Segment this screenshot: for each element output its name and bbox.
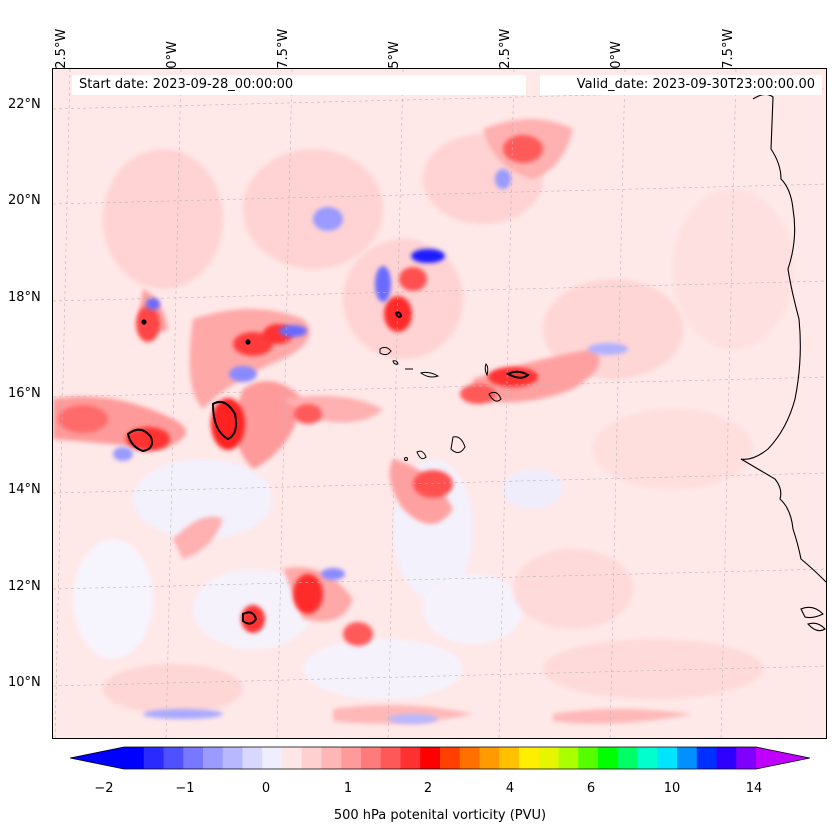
colorbar-swatch (716, 747, 737, 769)
colorbar (70, 746, 810, 770)
cb-tick-4: 4 (505, 781, 515, 796)
colorbar-outline (70, 746, 810, 770)
lat-label-18n: 18°N (8, 290, 41, 305)
colorbar-extend-min (70, 747, 124, 769)
african-coastline (740, 93, 826, 583)
colorbar-swatch (163, 747, 184, 769)
lat-label-22n: 22°N (8, 97, 41, 112)
colorbar-swatch (519, 747, 540, 769)
colorbar-swatch (380, 747, 401, 769)
colorbar-swatch (361, 747, 382, 769)
colorbar-swatch (637, 747, 658, 769)
colorbar-extend-max (756, 747, 810, 769)
lat-label-14n: 14°N (8, 482, 41, 497)
colorbar-swatch (400, 747, 421, 769)
colorbar-swatch (696, 747, 717, 769)
colorbar-swatch (321, 747, 342, 769)
cb-tick-1: 1 (343, 781, 353, 796)
valid-date-label: Valid_date: 2023-09-30T23:00:00.00 (540, 75, 822, 95)
pv-field-map (53, 69, 826, 738)
colorbar-swatch (598, 747, 619, 769)
colorbar-swatch (677, 747, 698, 769)
cb-tick-neg1: −1 (175, 781, 195, 796)
colorbar-swatch (459, 747, 480, 769)
lat-label-16n: 16°N (8, 386, 41, 401)
colorbar-swatch (499, 747, 520, 769)
colorbar-swatch (578, 747, 599, 769)
colorbar-swatch (183, 747, 204, 769)
colorbar-label: 500 hPa potenital vorticity (PVU) (333, 808, 547, 823)
guinea-bissau-coast (800, 606, 826, 632)
colorbar-swatch (341, 747, 362, 769)
cb-tick-neg2: −2 (94, 781, 114, 796)
negative-patches (113, 169, 628, 724)
colorbar-swatch (203, 747, 224, 769)
colorbar-swatch (282, 747, 303, 769)
colorbar-swatch (301, 747, 322, 769)
colorbar-swatch (538, 747, 559, 769)
colorbar-swatch (617, 747, 638, 769)
cb-tick-14: 14 (745, 781, 763, 796)
colorbar-swatch (420, 747, 441, 769)
map-frame (52, 68, 827, 739)
colorbar-swatch (242, 747, 263, 769)
cb-tick-10: 10 (663, 781, 681, 796)
strong-positive-cores (58, 135, 543, 646)
colorbar-swatch (657, 747, 678, 769)
cape-verde-islands (379, 346, 502, 461)
colorbar-swatch (143, 747, 164, 769)
cb-tick-6: 6 (586, 781, 596, 796)
start-date-label: Start date: 2023-09-28_00:00:00 (72, 75, 526, 95)
colorbar-swatch (558, 747, 579, 769)
colorbar-swatch (479, 747, 500, 769)
graticule (53, 69, 826, 738)
cb-tick-2: 2 (423, 781, 433, 796)
colorbar-swatch (124, 747, 145, 769)
lat-label-12n: 12°N (8, 579, 41, 594)
lat-label-20n: 20°N (8, 193, 41, 208)
pv-2-contours (126, 311, 530, 625)
weak-positive-patches (103, 134, 793, 714)
colorbar-swatch (440, 747, 461, 769)
cb-tick-0: 0 (261, 781, 271, 796)
lat-label-10n: 10°N (8, 675, 41, 690)
colorbar-swatch (262, 747, 283, 769)
colorbar-swatch (222, 747, 243, 769)
colorbar-swatch (736, 747, 757, 769)
